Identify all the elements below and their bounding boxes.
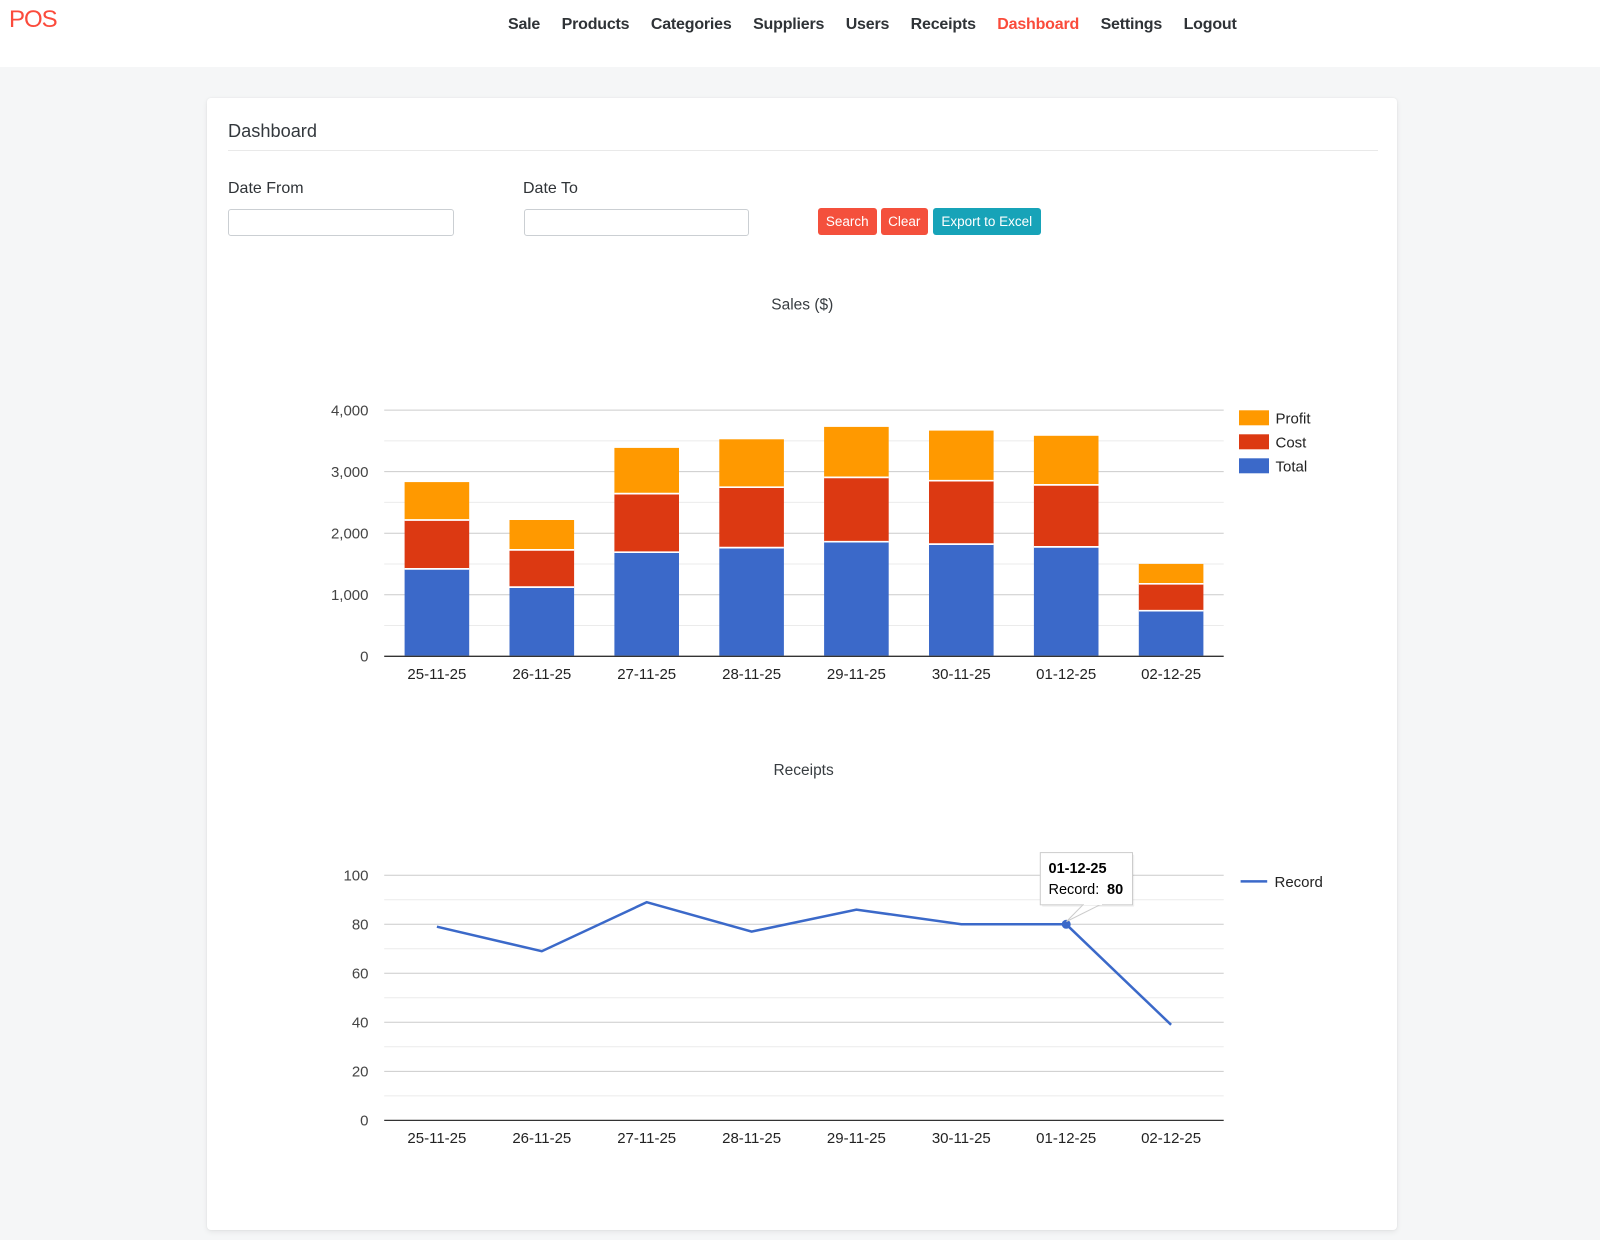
svg-text:Receipts: Receipts bbox=[773, 762, 834, 779]
svg-text:2,000: 2,000 bbox=[331, 525, 369, 542]
svg-text:Sales ($): Sales ($) bbox=[771, 297, 833, 314]
svg-text:20: 20 bbox=[352, 1064, 369, 1081]
svg-text:80: 80 bbox=[1107, 882, 1123, 898]
svg-text:60: 60 bbox=[352, 966, 369, 983]
svg-text:Record:: Record: bbox=[1049, 882, 1100, 898]
svg-text:100: 100 bbox=[343, 868, 368, 885]
svg-text:28-11-25: 28-11-25 bbox=[722, 1130, 781, 1147]
svg-text:4,000: 4,000 bbox=[331, 402, 369, 419]
svg-text:Total: Total bbox=[1276, 459, 1308, 476]
svg-text:28-11-25: 28-11-25 bbox=[722, 666, 781, 683]
svg-text:02-12-25: 02-12-25 bbox=[1141, 1130, 1201, 1147]
svg-text:27-11-25: 27-11-25 bbox=[617, 1130, 676, 1147]
svg-text:1,000: 1,000 bbox=[331, 587, 369, 604]
svg-text:0: 0 bbox=[360, 1113, 368, 1130]
svg-text:26-11-25: 26-11-25 bbox=[512, 666, 571, 683]
svg-text:30-11-25: 30-11-25 bbox=[932, 666, 991, 683]
svg-text:Profit: Profit bbox=[1276, 411, 1312, 428]
svg-text:26-11-25: 26-11-25 bbox=[512, 1130, 571, 1147]
svg-text:80: 80 bbox=[352, 917, 369, 934]
svg-text:02-12-25: 02-12-25 bbox=[1141, 666, 1201, 683]
svg-text:01-12-25: 01-12-25 bbox=[1036, 1130, 1096, 1147]
svg-text:Record: Record bbox=[1275, 874, 1323, 891]
svg-text:Cost: Cost bbox=[1276, 435, 1308, 452]
svg-text:01-12-25: 01-12-25 bbox=[1049, 861, 1107, 877]
svg-text:30-11-25: 30-11-25 bbox=[932, 1130, 991, 1147]
svg-text:29-11-25: 29-11-25 bbox=[827, 666, 886, 683]
svg-text:25-11-25: 25-11-25 bbox=[407, 1130, 466, 1147]
svg-text:0: 0 bbox=[360, 649, 368, 666]
svg-text:3,000: 3,000 bbox=[331, 464, 369, 481]
svg-text:29-11-25: 29-11-25 bbox=[827, 1130, 886, 1147]
svg-text:25-11-25: 25-11-25 bbox=[407, 666, 466, 683]
svg-text:27-11-25: 27-11-25 bbox=[617, 666, 676, 683]
svg-text:40: 40 bbox=[352, 1015, 369, 1032]
svg-text:01-12-25: 01-12-25 bbox=[1036, 666, 1096, 683]
